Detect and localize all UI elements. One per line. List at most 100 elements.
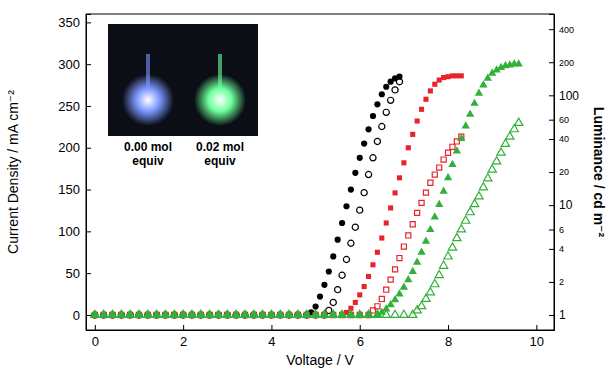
point [357, 292, 362, 297]
point [356, 310, 364, 317]
point [409, 267, 417, 274]
point [401, 160, 406, 165]
point [356, 310, 364, 317]
tick-label: 1 [559, 308, 566, 322]
point [362, 284, 367, 289]
point [431, 212, 439, 219]
point [188, 310, 196, 317]
point [457, 134, 465, 141]
tick-mark [183, 325, 184, 330]
axis-line [549, 15, 555, 331]
tick-label: 60 [559, 115, 569, 125]
point [374, 138, 380, 144]
point [330, 253, 336, 259]
tick: 50 [66, 266, 91, 281]
point [161, 310, 169, 317]
point [339, 272, 345, 278]
point [428, 88, 433, 93]
point [379, 91, 385, 97]
point [492, 157, 500, 164]
point [366, 274, 371, 279]
point [205, 310, 213, 317]
tick-mark [86, 22, 91, 23]
point [335, 237, 341, 243]
annotation: 0.02 molequiv [196, 140, 244, 168]
tick-mark [95, 325, 96, 330]
point [276, 310, 284, 317]
point [294, 310, 302, 317]
point [357, 155, 363, 161]
point [267, 310, 275, 317]
y2-axis: 124610204060100200400 [549, 15, 579, 331]
inset-photo [108, 24, 258, 136]
tick: 4 [268, 325, 275, 349]
point [388, 205, 393, 210]
point [475, 89, 483, 96]
tick-label: 20 [559, 167, 569, 177]
point [441, 75, 446, 80]
point [335, 287, 341, 293]
point [321, 282, 327, 288]
tick-label: 10 [559, 198, 573, 212]
point [453, 233, 461, 240]
series [92, 134, 464, 317]
point [343, 256, 349, 262]
tick: 400 [549, 25, 574, 35]
point [135, 310, 143, 317]
x-axis-title: Voltage / V [286, 352, 354, 368]
point [432, 82, 437, 87]
tick-label: 100 [559, 89, 579, 103]
device-glow [194, 74, 246, 126]
point [383, 84, 389, 90]
tick-mark [86, 231, 91, 232]
tick: 40 [549, 134, 569, 144]
point [250, 310, 258, 317]
point [312, 304, 318, 310]
tick: 6 [357, 325, 364, 349]
point [338, 310, 346, 317]
point [329, 310, 337, 317]
chart: 0246810050100150200250300350124610204060… [0, 0, 606, 371]
point [375, 250, 380, 255]
tick: 20 [549, 167, 569, 177]
point [303, 310, 311, 317]
point [232, 310, 240, 317]
point [462, 121, 470, 128]
tick-mark [271, 325, 272, 330]
point [400, 310, 408, 317]
tick-mark [86, 315, 91, 316]
point [197, 310, 205, 317]
point [388, 97, 394, 103]
tick: 150 [58, 182, 91, 197]
point [152, 310, 160, 317]
point [214, 310, 222, 317]
point [415, 118, 420, 123]
point [370, 155, 376, 161]
point [448, 243, 456, 250]
point [188, 310, 196, 317]
point [311, 310, 319, 317]
point [462, 216, 470, 223]
point [393, 190, 398, 195]
point [353, 300, 358, 305]
tick-mark [549, 120, 554, 121]
point [413, 257, 421, 264]
point [384, 220, 389, 225]
tick-mark [549, 29, 554, 30]
point [479, 80, 487, 87]
point [379, 296, 384, 301]
point [454, 73, 459, 78]
point [326, 268, 332, 274]
tick-label: 50 [66, 266, 80, 281]
point [393, 267, 398, 272]
point [99, 310, 107, 317]
axis-line [87, 15, 92, 331]
point [365, 171, 371, 177]
point [364, 310, 372, 317]
x-axis: 0246810 [87, 325, 555, 349]
tick-label: 0 [73, 308, 80, 323]
point [379, 123, 385, 129]
point [343, 203, 349, 209]
point [370, 262, 375, 267]
point [144, 310, 152, 317]
